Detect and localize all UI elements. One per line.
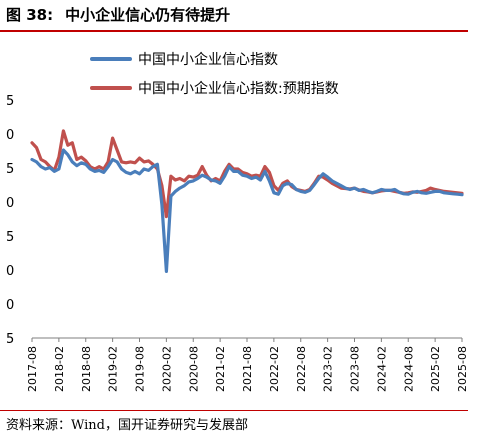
y-tick-label: 0 — [6, 196, 14, 211]
y-tick-label: 5 — [6, 332, 14, 347]
x-tick-label: 2019-08 — [134, 346, 147, 392]
bottom-rule — [0, 410, 468, 411]
x-tick-label: 2018-02 — [53, 346, 66, 392]
title-rule — [0, 30, 468, 32]
x-tick-label: 2025-02 — [429, 346, 442, 392]
x-tick-label: 2024-08 — [402, 346, 415, 392]
series-line-1 — [30, 148, 464, 273]
y-tick-label: 5 — [6, 230, 14, 245]
x-tick-label: 2020-08 — [187, 346, 200, 392]
x-tick-label: 2023-08 — [349, 346, 362, 392]
y-tick-label: 0 — [6, 128, 14, 143]
x-tick-label: 2022-02 — [268, 346, 281, 392]
legend-label-1: 中国中小企业信心指数 — [138, 51, 278, 68]
x-tick-label: 2021-02 — [214, 346, 227, 392]
x-tick-label: 2019-02 — [107, 346, 120, 392]
x-tick-label: 2021-08 — [241, 346, 254, 392]
series-line-2 — [30, 129, 464, 219]
x-tick-label: 2023-02 — [322, 346, 335, 392]
y-tick-label: 5 — [6, 94, 14, 109]
x-tick-label: 2018-08 — [80, 346, 93, 392]
y-tick-label: 0 — [6, 264, 14, 279]
chart-series — [30, 129, 464, 273]
y-tick-label: 5 — [6, 162, 14, 177]
x-tick-label: 2025-08 — [456, 346, 469, 392]
source-note: 资料来源：Wind，国开证券研究与发展部 — [6, 418, 248, 433]
figure-label: 图 38: — [6, 6, 54, 24]
y-tick-label: 0 — [6, 298, 14, 313]
chart-axes: 5 0 5 0 5 0 0 5 2017-08 2018-02 2018-08 2019-02 2019… — [6, 94, 469, 392]
legend-label-2: 中国中小企业信心指数:预期指数 — [138, 80, 339, 97]
x-tick-label: 2017-08 — [26, 346, 39, 392]
x-tick-label: 2024-02 — [375, 346, 388, 392]
x-tick-label: 2022-08 — [295, 346, 308, 392]
figure-title: 图 38: 中小企业信心仍有待提升 — [6, 4, 230, 25]
figure-title-text: 中小企业信心仍有待提升 — [65, 6, 231, 24]
x-tick-label: 2020-02 — [160, 346, 173, 392]
